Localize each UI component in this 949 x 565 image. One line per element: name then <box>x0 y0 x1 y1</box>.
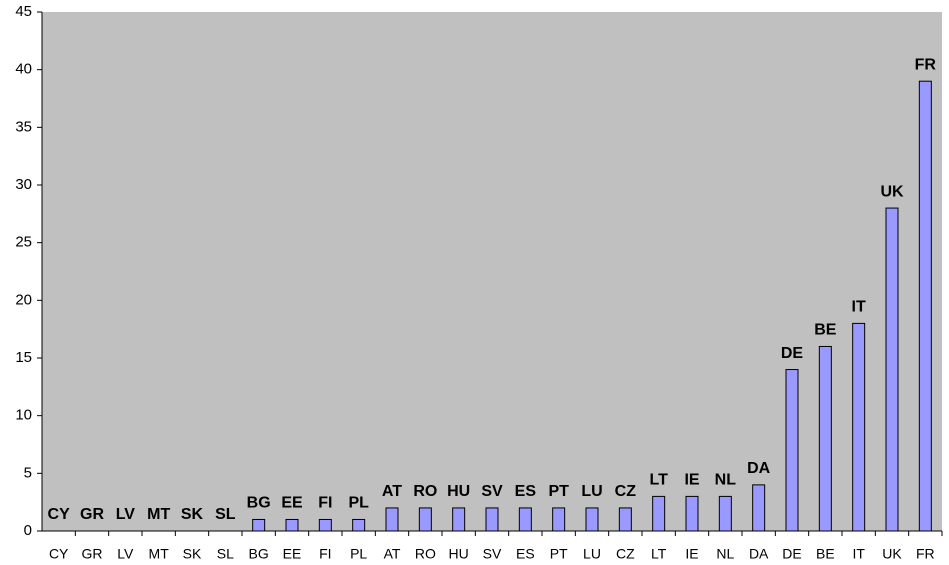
x-tick-label: IE <box>685 546 698 562</box>
data-label: CY <box>48 506 71 523</box>
data-label: DA <box>747 460 771 477</box>
bar <box>452 507 466 532</box>
y-tick-label: 25 <box>15 234 32 251</box>
bar <box>718 495 732 532</box>
y-tick-label: 0 <box>24 522 32 539</box>
y-tick-label: 5 <box>24 464 32 481</box>
x-tick-label: FI <box>319 546 331 562</box>
bar <box>285 518 299 532</box>
x-tick-label: UK <box>882 546 902 562</box>
x-tick-label: MT <box>149 546 170 562</box>
data-label: HU <box>447 483 470 500</box>
x-tick-label: LT <box>651 546 667 562</box>
data-label: EE <box>281 495 303 512</box>
data-label: MT <box>147 506 170 523</box>
x-tick-label: ES <box>516 546 535 562</box>
y-tick-label: 40 <box>15 61 32 78</box>
x-tick-label: SK <box>183 546 202 562</box>
x-tick-label: PT <box>550 546 568 562</box>
data-label: RO <box>413 483 437 500</box>
bar <box>618 507 632 532</box>
data-label: SK <box>181 506 204 523</box>
x-tick-label: DA <box>749 546 769 562</box>
x-tick-label: GR <box>82 546 103 562</box>
y-tick-label: 35 <box>15 118 32 135</box>
x-tick-label: DE <box>782 546 801 562</box>
data-label: SL <box>215 506 236 523</box>
bar <box>518 507 532 532</box>
bar <box>652 495 666 532</box>
plot-area <box>42 12 942 531</box>
x-tick-label: LU <box>583 546 601 562</box>
bar <box>418 507 432 532</box>
data-label: LT <box>649 472 668 489</box>
bar <box>918 80 932 532</box>
bar <box>685 495 699 532</box>
x-tick-label: CZ <box>616 546 635 562</box>
x-tick-label: NL <box>716 546 734 562</box>
y-tick-label: 10 <box>15 407 32 424</box>
x-tick-label: SV <box>483 546 502 562</box>
data-label: FI <box>318 495 332 512</box>
data-label: IE <box>684 472 699 489</box>
bar <box>318 518 332 532</box>
y-tick-label: 45 <box>15 3 32 20</box>
data-label: IT <box>852 299 866 316</box>
x-tick-label: IT <box>852 546 865 562</box>
x-tick-label: CY <box>49 546 69 562</box>
data-label: ES <box>515 483 537 500</box>
bar <box>252 518 266 532</box>
x-tick-label: BG <box>249 546 269 562</box>
y-tick-label: 30 <box>15 176 32 193</box>
data-label: BG <box>247 495 271 512</box>
bar <box>352 518 366 532</box>
x-tick-label: EE <box>283 546 302 562</box>
bar <box>852 322 866 532</box>
y-tick-label: 15 <box>15 349 32 366</box>
data-label: FR <box>915 56 937 73</box>
data-label: PT <box>548 483 569 500</box>
data-label: LU <box>581 483 602 500</box>
x-tick-label: FR <box>916 546 935 562</box>
x-tick-label: LV <box>117 546 134 562</box>
x-tick-label: RO <box>415 546 436 562</box>
data-label: UK <box>880 183 904 200</box>
data-label: LV <box>116 506 136 523</box>
data-label: CZ <box>615 483 637 500</box>
data-label: BE <box>814 322 837 339</box>
x-tick-label: AT <box>384 546 401 562</box>
bar <box>552 507 566 532</box>
bar <box>752 484 766 532</box>
data-label: PL <box>348 495 369 512</box>
bar <box>818 345 832 532</box>
data-label: SV <box>481 483 503 500</box>
x-tick-label: PL <box>350 546 367 562</box>
bar <box>385 507 399 532</box>
y-tick-label: 20 <box>15 291 32 308</box>
data-label: AT <box>382 483 402 500</box>
x-tick-label: HU <box>449 546 469 562</box>
x-tick-label: SL <box>217 546 234 562</box>
data-label: DE <box>781 345 804 362</box>
x-tick-label: BE <box>816 546 835 562</box>
data-label: NL <box>715 472 737 489</box>
bar <box>485 507 499 532</box>
data-label: GR <box>80 506 104 523</box>
bar <box>785 369 799 532</box>
bar <box>585 507 599 532</box>
bar <box>885 207 899 532</box>
